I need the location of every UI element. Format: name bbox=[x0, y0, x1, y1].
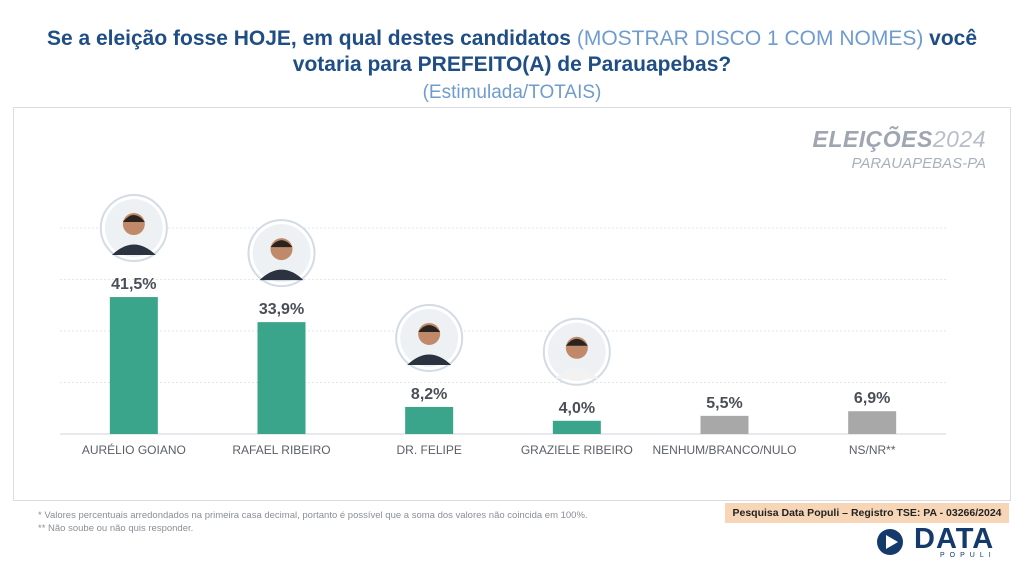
candidate-photo-1 bbox=[99, 194, 168, 263]
value-label-6: 6,9% bbox=[854, 390, 890, 407]
registration-badge: Pesquisa Data Populi – Registro TSE: PA … bbox=[725, 503, 1009, 523]
value-label-4: 4,0% bbox=[559, 400, 595, 417]
bar-1 bbox=[109, 297, 158, 434]
value-label-1: 41,5% bbox=[111, 276, 156, 293]
title-text-1: Se a eleição fosse HOJE, em qual destes … bbox=[46, 27, 577, 50]
bar-chart: 41,5% AURÉLIO GOIANO 33,9% RAFAEL RIBEIRO 8,… bbox=[60, 194, 946, 457]
candidate-photo-2 bbox=[247, 219, 316, 288]
value-label-5: 5,5% bbox=[706, 395, 742, 412]
title-line-2: votaria para PREFEITO(A) de Parauapebas? bbox=[292, 53, 732, 76]
brand-place: PARAUAPEBAS-PA bbox=[851, 155, 987, 172]
candidate-photo-3 bbox=[395, 303, 464, 372]
brand-title: ELEIÇÕES bbox=[812, 126, 933, 152]
chart-title: Se a eleição fosse HOJE, em qual destes … bbox=[0, 26, 1024, 78]
election-brand: ELEIÇÕES2024 PARAUAPEBAS-PA bbox=[813, 126, 986, 172]
category-label-5: NENHUM/BRANCO/NULO bbox=[652, 443, 796, 457]
bar-4 bbox=[552, 420, 601, 434]
value-label-2: 33,9% bbox=[259, 301, 304, 318]
category-label-2: RAFAEL RIBEIRO bbox=[232, 443, 330, 457]
footnotes: * Valores percentuais arredondados na pr… bbox=[38, 509, 588, 535]
bar-6 bbox=[848, 411, 897, 434]
bar-5 bbox=[700, 415, 749, 434]
category-label-4: GRAZIELE RIBEIRO bbox=[521, 443, 633, 457]
brand-year: 2024 bbox=[932, 126, 986, 152]
category-label-1: AURÉLIO GOIANO bbox=[82, 442, 186, 457]
footnote-nsnr: ** Não soube ou não quis responder. bbox=[38, 523, 194, 534]
logo-mark-icon bbox=[877, 529, 903, 555]
logo-text: DATA bbox=[914, 523, 995, 555]
bar-3 bbox=[405, 406, 454, 434]
bar-2 bbox=[257, 322, 306, 434]
category-label-6: NS/NR** bbox=[849, 443, 896, 457]
chart-subtitle: (Estimulada/TOTAIS) bbox=[422, 82, 602, 103]
value-label-3: 8,2% bbox=[411, 386, 447, 403]
title-text-2: você bbox=[923, 27, 978, 50]
category-label-3: DR. FELIPE bbox=[396, 443, 461, 457]
chart-panel: ELEIÇÕES2024 PARAUAPEBAS-PA 41,5% AURÉLIO… bbox=[13, 107, 1011, 501]
logo-subtext: POPULI bbox=[940, 552, 996, 559]
title-note: (MOSTRAR DISCO 1 COM NOMES) bbox=[576, 27, 924, 50]
footnote-rounding: * Valores percentuais arredondados na pr… bbox=[38, 510, 588, 521]
candidate-photo-4 bbox=[542, 317, 611, 386]
